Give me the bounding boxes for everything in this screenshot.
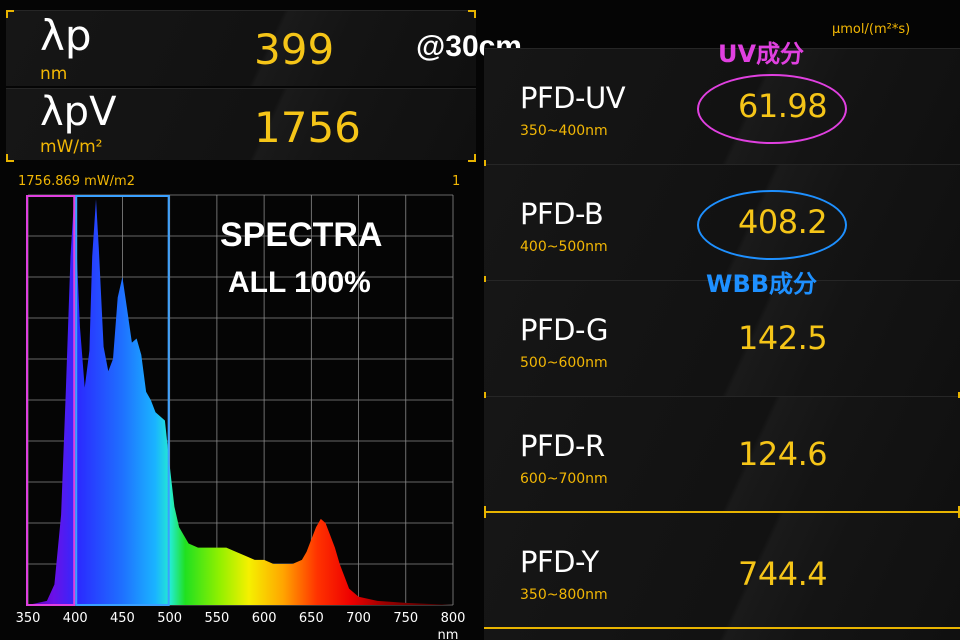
separator-line: [484, 511, 960, 513]
pfd-name: PFD-UV: [520, 81, 626, 115]
lambda-pv-label: λpV: [40, 89, 117, 135]
pfd-range: 350~800nm: [520, 587, 608, 603]
uv-band-highlight: [26, 195, 76, 606]
x-tick-label: 500: [157, 611, 182, 626]
pfd-name: PFD-B: [520, 197, 604, 231]
corner-mark: [6, 154, 14, 162]
pfd-row-r: PFD-R 600~700nm 124.6: [484, 396, 960, 512]
peak-readout: 1756.869 mW/m2: [18, 174, 135, 189]
norm-readout: 1: [452, 174, 461, 189]
separator-tick: [484, 160, 486, 166]
x-tick-label: 600: [252, 611, 277, 626]
pfd-value: 744.4: [738, 555, 828, 593]
overlay-line1: SPECTRA: [220, 216, 383, 254]
lambda-p-unit: nm: [40, 64, 68, 84]
separator-line: [484, 627, 960, 629]
spectrum-area: [28, 195, 453, 605]
lambda-pv-unit: mW/m²: [40, 137, 103, 157]
pfd-row-g: PFD-G 500~600nm 142.5: [484, 280, 960, 396]
separator-tick: [484, 506, 486, 518]
x-tick-label: 800: [441, 611, 466, 626]
separator-tick: [958, 506, 960, 518]
corner-mark: [6, 10, 14, 18]
x-tick-label: 750: [393, 611, 418, 626]
lambda-p-label: λp: [40, 11, 92, 60]
corner-mark: [468, 154, 476, 162]
pfd-value: 142.5: [738, 319, 828, 357]
pfd-range: 600~700nm: [520, 471, 608, 487]
wbb-annotation-label: WBB成分: [706, 270, 818, 298]
chart-grid: [27, 194, 454, 606]
x-tick-label: 400: [63, 611, 88, 626]
overlay-line2: ALL 100%: [228, 266, 371, 299]
lambda-pv-value: 1756: [254, 103, 361, 152]
x-tick-label: 350: [16, 611, 41, 626]
pfd-range: 350~400nm: [520, 123, 608, 139]
corner-mark: [468, 10, 476, 18]
pfd-name: PFD-R: [520, 429, 605, 463]
x-tick-label: 450: [110, 611, 135, 626]
x-tick-label: 700: [346, 611, 371, 626]
x-tick-label: 550: [204, 611, 229, 626]
x-tick-labels: 350 400 450 500 550 600 650 700 750 800: [16, 611, 466, 626]
x-axis-unit: nm: [438, 628, 459, 640]
pfd-name: PFD-Y: [520, 545, 599, 579]
x-tick-label: 650: [299, 611, 324, 626]
lambda-pv-panel: λpV mW/m² 1756: [6, 88, 476, 162]
pfd-name: PFD-G: [520, 313, 609, 347]
wbb-annotation-ellipse: [697, 190, 847, 260]
pfd-row-y: PFD-Y 350~800nm 744.4: [484, 512, 960, 640]
pfd-range: 400~500nm: [520, 239, 608, 255]
blue-band-highlight: [75, 195, 170, 606]
pfd-value: 124.6: [738, 435, 828, 473]
separator-tick: [484, 392, 486, 398]
lambda-p-panel: λp nm 399: [6, 10, 476, 86]
pfd-range: 500~600nm: [520, 355, 608, 371]
separator-tick: [484, 276, 486, 282]
pfd-unit-label: μmol/(m²*s): [832, 22, 911, 37]
uv-annotation-ellipse: [697, 74, 847, 144]
lambda-p-value: 399: [254, 25, 335, 74]
separator-tick: [958, 392, 960, 398]
uv-annotation-label: UV成分: [718, 40, 805, 68]
spectrum-chart: 350 400 450 500 550 600 650 700 750 800 nm: [16, 194, 466, 640]
